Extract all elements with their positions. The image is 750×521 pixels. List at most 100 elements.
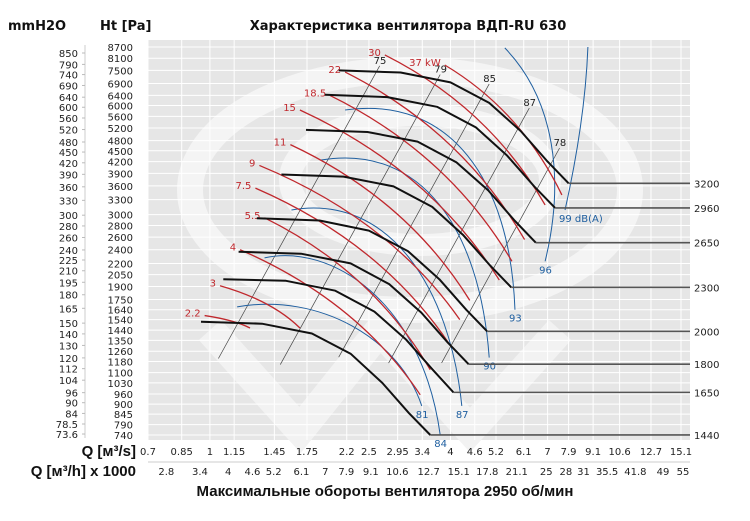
x-tick-label: 4.6 — [467, 447, 483, 458]
x2-tick-label: 6.1 — [293, 467, 309, 478]
y-tick-label-pa: 1350 — [108, 336, 133, 347]
y-tick-label-pa: 6900 — [108, 79, 133, 90]
x-tick-label: 1.15 — [223, 447, 245, 458]
x2-tick-label: 4.6 — [244, 467, 260, 478]
power-label: 22 — [328, 65, 341, 76]
y-tick-label-mmh2o: 260 — [59, 233, 78, 244]
x2-tick-label: 41.8 — [624, 467, 646, 478]
y-tick-label-pa: 8100 — [108, 54, 133, 65]
power-label: 4 — [230, 243, 236, 254]
y-tick-label-mmh2o: 73.6 — [56, 430, 78, 441]
pressure-curve — [238, 250, 470, 365]
y-tick-label-pa: 1900 — [108, 283, 133, 294]
x2-tick-label: 10.6 — [386, 467, 408, 478]
y-tick-label-mmh2o: 480 — [59, 138, 78, 149]
rpm-label: 1440 — [694, 431, 719, 442]
y-axis-label-mmh2o: mmH2O — [8, 19, 66, 34]
x2-tick-label: 28 — [560, 467, 573, 478]
y-tick-label-pa: 5200 — [108, 124, 133, 135]
efficiency-label: 78 — [554, 138, 567, 149]
x-tick-label: 2.5 — [361, 447, 377, 458]
x2-tick-label: 7.9 — [338, 467, 354, 478]
x2-tick-label: 31 — [577, 467, 590, 478]
power-label: 37 kW — [409, 58, 441, 69]
y-tick-label-mmh2o: 560 — [59, 114, 78, 125]
power-label: 15 — [283, 103, 296, 114]
y-tick-label-mmh2o: 84 — [65, 409, 78, 420]
x2-tick-label: 35.5 — [596, 467, 618, 478]
y-tick-label-pa: 3600 — [108, 182, 133, 193]
y-axis-label-pa: Ht [Pa] — [100, 19, 151, 34]
y-tick-label-mmh2o: 330 — [59, 196, 78, 207]
y-tick-label-mmh2o: 225 — [59, 256, 78, 267]
x-tick-label: 4 — [447, 447, 453, 458]
y-tick-label-mmh2o: 150 — [59, 319, 78, 330]
y-tick-label-mmh2o: 140 — [59, 330, 78, 341]
y-tick-label-mmh2o: 640 — [59, 93, 78, 104]
efficiency-line — [338, 83, 490, 358]
power-label: 2.2 — [185, 309, 201, 320]
rpm-label: 1650 — [694, 388, 719, 399]
y-tick-label-mmh2o: 420 — [59, 159, 78, 170]
chart-title: Характеристика вентилятора ВДП-RU 630 — [250, 19, 567, 34]
x-tick-label: 2.95 — [387, 447, 409, 458]
y-tick-label-mmh2o: 78.5 — [56, 420, 78, 431]
x2-tick-label: 21.1 — [506, 467, 528, 478]
y-tick-label-pa: 7500 — [108, 66, 133, 77]
y-tick-label-pa: 740 — [114, 431, 133, 442]
y-tick-label-mmh2o: 790 — [59, 60, 78, 71]
y-tick-label-mmh2o: 96 — [65, 389, 78, 400]
y-tick-label-mmh2o: 104 — [59, 376, 78, 387]
y-tick-label-mmh2o: 740 — [59, 71, 78, 82]
x-axis-label-m3h: Q [м³/h] x 1000 — [31, 463, 136, 480]
chart-subtitle: Максимальные обороты вентилятора 2950 об… — [197, 483, 574, 500]
power-label: 7.5 — [236, 181, 252, 192]
x-axis: 0.7 0.85 1 1.15 1.45 1.75 2.2 2.5 2.95 3.4 4 4.6 5.2… — [140, 447, 692, 478]
rpm-label: 2960 — [694, 204, 719, 215]
rpm-label: 2000 — [694, 327, 719, 338]
power-line — [444, 64, 563, 196]
y-tick-label-mmh2o: 300 — [59, 211, 78, 222]
rpm-label: 2650 — [694, 239, 719, 250]
efficiency-label: 85 — [483, 74, 496, 85]
y-tick-label-pa: 3000 — [108, 211, 133, 222]
efficiency-label: 79 — [434, 65, 447, 76]
x-tick-label: 7.9 — [561, 447, 577, 458]
y-tick-label-pa: 1640 — [108, 306, 133, 317]
x2-tick-label: 7 — [322, 467, 328, 478]
x-tick-label: 2.2 — [339, 447, 355, 458]
y-tick-label-mmh2o: 90 — [65, 399, 78, 410]
x2-tick-label: 4 — [225, 467, 231, 478]
x-tick-label: 0.85 — [171, 447, 193, 458]
noise-curve — [564, 46, 589, 211]
x-tick-label: 3.4 — [414, 447, 430, 458]
noise-label: 90 — [483, 362, 496, 373]
y-tick-label-mmh2o: 195 — [59, 278, 78, 289]
x-axis-label-m3s: Q [м³/s] — [82, 443, 136, 460]
y-tick-label-mmh2o: 280 — [59, 222, 78, 233]
power-label: 3 — [210, 279, 216, 290]
x2-tick-label: 12.7 — [418, 467, 440, 478]
noise-label: 81 — [416, 410, 429, 421]
x-tick-label: 10.6 — [608, 447, 630, 458]
pressure-curve — [305, 128, 537, 244]
x2-tick-label: 55 — [677, 467, 690, 478]
power-line — [264, 217, 431, 371]
y-tick-label-pa: 2800 — [108, 221, 133, 232]
x2-tick-label: 49 — [657, 467, 670, 478]
power-lines: 37 kW 30 22 18.5 15 11 9 7.5 5.5 4 3 2.2 — [185, 48, 563, 396]
x-tick-label: 7 — [544, 447, 550, 458]
y-tick-label-mmh2o: 360 — [59, 183, 78, 194]
y-tick-label-pa: 1750 — [108, 295, 133, 306]
y-tick-label-pa: 2200 — [108, 259, 133, 270]
y-tick-label-mmh2o: 180 — [59, 291, 78, 302]
efficiency-line — [441, 147, 560, 364]
power-line — [259, 164, 461, 320]
pressure-curve — [338, 69, 570, 184]
x-tick-label: 0.7 — [140, 447, 156, 458]
x-tick-label: 15.1 — [670, 447, 692, 458]
pressure-curve — [281, 173, 513, 289]
power-label: 11 — [274, 138, 287, 149]
y-tick-label-mmh2o: 210 — [59, 267, 78, 278]
